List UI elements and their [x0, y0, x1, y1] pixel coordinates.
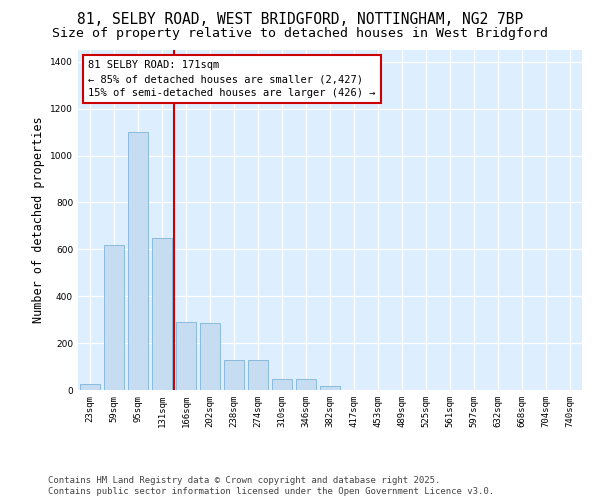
- Y-axis label: Number of detached properties: Number of detached properties: [32, 116, 44, 324]
- Bar: [176, 322, 196, 390]
- Bar: [272, 380, 292, 390]
- Text: Size of property relative to detached houses in West Bridgford: Size of property relative to detached ho…: [52, 28, 548, 40]
- Bar: [224, 360, 244, 390]
- Text: Contains HM Land Registry data © Crown copyright and database right 2025.: Contains HM Land Registry data © Crown c…: [48, 476, 440, 485]
- Bar: [320, 386, 340, 390]
- Text: 81 SELBY ROAD: 171sqm
← 85% of detached houses are smaller (2,427)
15% of semi-d: 81 SELBY ROAD: 171sqm ← 85% of detached …: [88, 60, 376, 98]
- Bar: [152, 238, 172, 390]
- Text: 81, SELBY ROAD, WEST BRIDGFORD, NOTTINGHAM, NG2 7BP: 81, SELBY ROAD, WEST BRIDGFORD, NOTTINGH…: [77, 12, 523, 28]
- Bar: [200, 323, 220, 390]
- Text: Contains public sector information licensed under the Open Government Licence v3: Contains public sector information licen…: [48, 487, 494, 496]
- Bar: [80, 384, 100, 390]
- Bar: [296, 380, 316, 390]
- Bar: [248, 360, 268, 390]
- Bar: [128, 132, 148, 390]
- Bar: [104, 244, 124, 390]
